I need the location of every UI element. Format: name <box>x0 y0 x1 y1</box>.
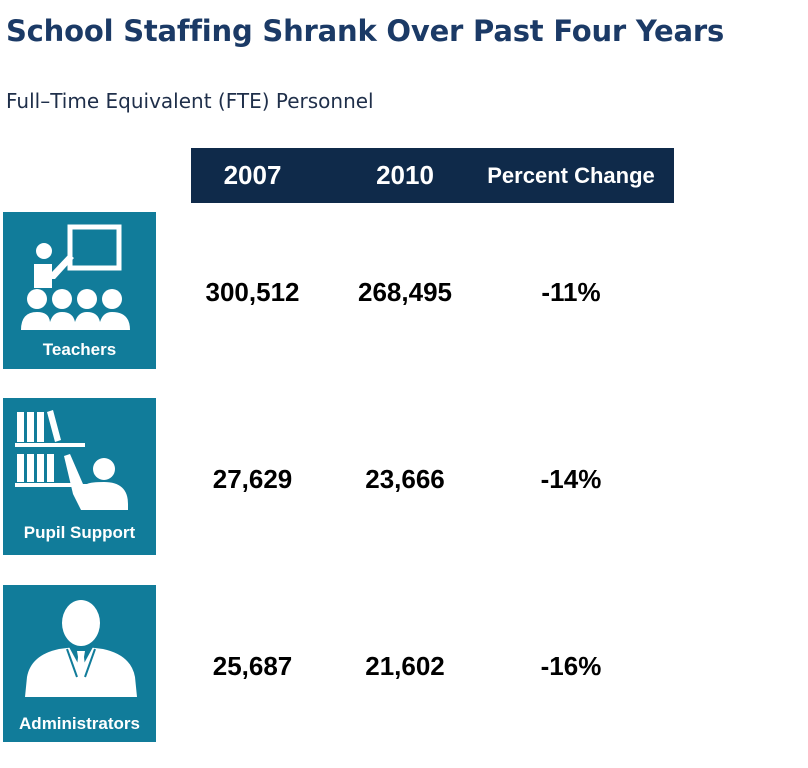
column-header-2007: 2007 <box>223 160 282 190</box>
administrators-percent-change: -16% <box>540 651 602 681</box>
teachers-percent-change: -11% <box>541 277 601 307</box>
administrator-icon <box>25 600 137 697</box>
table-row-teachers: Teachers 300,512 268,495 -11% <box>0 212 808 372</box>
chart-subtitle: Full–Time Equivalent (FTE) Personnel <box>6 89 374 113</box>
pupil-support-value-2010: 23,666 <box>365 464 445 494</box>
administrators-tile: Administrators <box>3 585 156 742</box>
pupil-support-label: Pupil Support <box>23 523 136 542</box>
table-row-pupil-support: Pupil Support 27,629 23,666 -14% <box>0 398 808 558</box>
teachers-value-2007: 300,512 <box>205 277 300 307</box>
column-header-percent-change: Percent Change <box>487 163 655 188</box>
chart-title: School Staffing Shrank Over Past Four Ye… <box>6 14 725 48</box>
teachers-tile: Teachers <box>3 212 156 369</box>
administrators-label: Administrators <box>19 714 140 733</box>
librarian-icon <box>15 410 128 510</box>
table-header: 2007 2010 Percent Change <box>191 148 674 203</box>
table-row-administrators: Administrators 25,687 21,602 -16% <box>0 585 808 745</box>
teachers-label: Teachers <box>42 340 117 359</box>
administrators-value-2010: 21,602 <box>365 651 445 681</box>
pupil-support-tile: Pupil Support <box>3 398 156 555</box>
administrators-value-2007: 25,687 <box>212 651 293 681</box>
teachers-value-2010: 268,495 <box>358 277 452 307</box>
teacher-classroom-icon <box>21 224 130 330</box>
pupil-support-percent-change: -14% <box>540 464 602 494</box>
pupil-support-value-2007: 27,629 <box>212 464 293 494</box>
column-header-2010: 2010 <box>376 160 434 190</box>
